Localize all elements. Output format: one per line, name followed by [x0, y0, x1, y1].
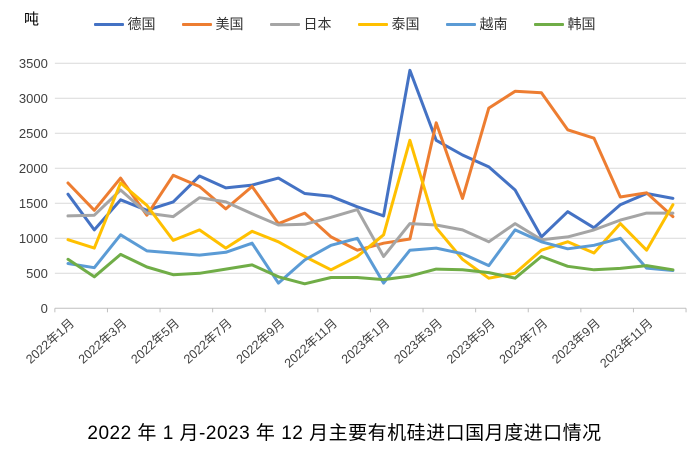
legend-item-thailand: 泰国 [357, 14, 420, 34]
legend-item-japan: 日本 [269, 14, 332, 34]
y-tick-label-3000: 3000 [19, 91, 48, 106]
legend-item-vietnam: 越南 [445, 14, 508, 34]
x-tick-label-2022年3月: 2022年3月 [76, 316, 130, 366]
y-tick-label-2000: 2000 [19, 161, 48, 176]
legend-item-korea: 韩国 [533, 14, 596, 34]
legend-line-swatch-thailand [357, 22, 388, 26]
legend-line-swatch-korea [533, 22, 564, 26]
legend-line-swatch-japan [269, 22, 300, 26]
x-tick-label-2022年5月: 2022年5月 [128, 316, 182, 366]
x-tick-label-2022年11月: 2022年11月 [282, 316, 340, 370]
legend-label-korea: 韩国 [567, 16, 596, 32]
series-line-japan [66, 188, 675, 258]
x-tick-label-2022年7月: 2022年7月 [181, 316, 235, 366]
chart-plot-area: 05001000150020002500300035002022年1月2022年… [19, 56, 687, 371]
legend-line-swatch-germany [93, 22, 124, 26]
legend-item-usa: 美国 [181, 14, 244, 34]
x-tick-label-2023年1月: 2023年1月 [339, 316, 393, 366]
y-tick-label-500: 500 [26, 266, 48, 281]
legend-line-swatch-vietnam [445, 22, 476, 26]
x-tick-label-2022年1月: 2022年1月 [23, 316, 77, 366]
legend-label-thailand: 泰国 [391, 16, 420, 32]
chart-legend: 德国 美国 日本 泰国 越南 韩国 [0, 14, 689, 34]
x-tick-label-2023年9月: 2023年9月 [549, 316, 603, 366]
series-line-germany [66, 68, 675, 239]
legend-label-germany: 德国 [127, 16, 156, 32]
series-line-vietnam [66, 228, 675, 285]
legend-label-japan: 日本 [303, 16, 332, 32]
chart-title: 2022 年 1 月-2023 年 12 月主要有机硅进口国月度进口情况 [87, 423, 602, 444]
x-tick-label-2023年7月: 2023年7月 [497, 316, 551, 366]
legend-label-usa: 美国 [215, 16, 244, 32]
y-tick-label-1000: 1000 [19, 231, 48, 246]
y-tick-label-1500: 1500 [19, 196, 48, 211]
y-tick-label-2500: 2500 [19, 126, 48, 141]
legend-label-vietnam: 越南 [479, 16, 508, 32]
x-tick-label-2022年9月: 2022年9月 [234, 316, 288, 366]
x-tick-label-2023年3月: 2023年3月 [391, 316, 445, 366]
series-line-thailand [66, 138, 675, 280]
series-line-korea [66, 252, 675, 286]
legend-item-germany: 德国 [93, 14, 156, 34]
series-line-usa [66, 89, 675, 252]
y-tick-label-3500: 3500 [19, 56, 48, 71]
y-tick-label-0: 0 [41, 301, 48, 316]
y-axis-unit-label: 吨 [24, 11, 40, 28]
legend-line-swatch-usa [181, 22, 212, 26]
x-tick-label-2023年5月: 2023年5月 [444, 316, 498, 366]
x-tick-label-2023年11月: 2023年11月 [597, 316, 655, 370]
